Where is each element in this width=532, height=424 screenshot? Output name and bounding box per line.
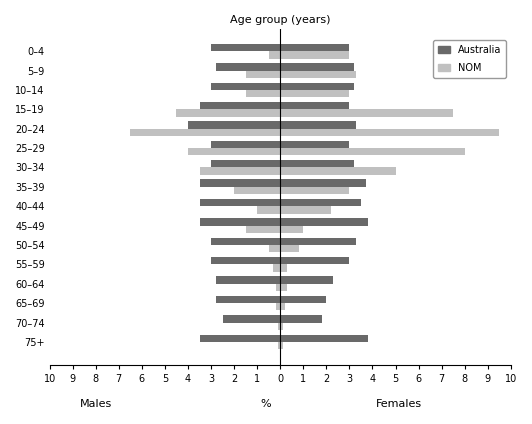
Bar [280,70,356,78]
Bar [280,51,350,59]
Bar [280,257,350,265]
Bar [280,102,350,109]
Bar [246,226,280,233]
Bar [269,51,280,59]
Bar [211,160,280,167]
Bar [234,187,280,194]
Bar [276,303,280,310]
Bar [246,70,280,78]
Bar [280,245,298,252]
Bar [280,121,356,129]
Bar [280,206,331,214]
Bar [211,83,280,90]
Bar [200,167,280,175]
Bar [177,109,280,117]
Bar [280,83,354,90]
Bar [280,218,368,226]
Bar [280,160,354,167]
Bar [200,335,280,342]
Bar [280,237,356,245]
Bar [280,129,500,136]
Text: %: % [261,399,271,409]
Bar [200,199,280,206]
Bar [280,167,396,175]
Text: Females: Females [376,399,422,409]
Legend: Australia, NOM: Australia, NOM [434,40,506,78]
Bar [280,109,453,117]
Bar [280,323,282,330]
Bar [278,342,280,349]
Bar [280,187,350,194]
Bar [211,141,280,148]
Bar [215,63,280,70]
Bar [211,237,280,245]
Bar [280,226,303,233]
Bar [280,148,465,156]
Bar [200,179,280,187]
Bar [280,199,361,206]
Bar [280,284,287,291]
Bar [280,44,350,51]
Bar [280,90,350,98]
Bar [200,218,280,226]
Bar [280,141,350,148]
Bar [269,245,280,252]
Bar [215,276,280,284]
Bar [280,315,322,323]
Bar [280,335,368,342]
Bar [273,265,280,272]
Title: Age group (years): Age group (years) [230,15,330,25]
Bar [276,284,280,291]
Bar [211,44,280,51]
Bar [280,179,365,187]
Bar [188,148,280,156]
Text: Males: Males [80,399,112,409]
Bar [188,121,280,129]
Bar [278,323,280,330]
Bar [280,276,333,284]
Bar [280,303,285,310]
Bar [280,342,282,349]
Bar [215,296,280,303]
Bar [280,63,354,70]
Bar [257,206,280,214]
Bar [200,102,280,109]
Bar [211,257,280,265]
Bar [246,90,280,98]
Bar [130,129,280,136]
Bar [280,296,326,303]
Bar [222,315,280,323]
Bar [280,265,287,272]
